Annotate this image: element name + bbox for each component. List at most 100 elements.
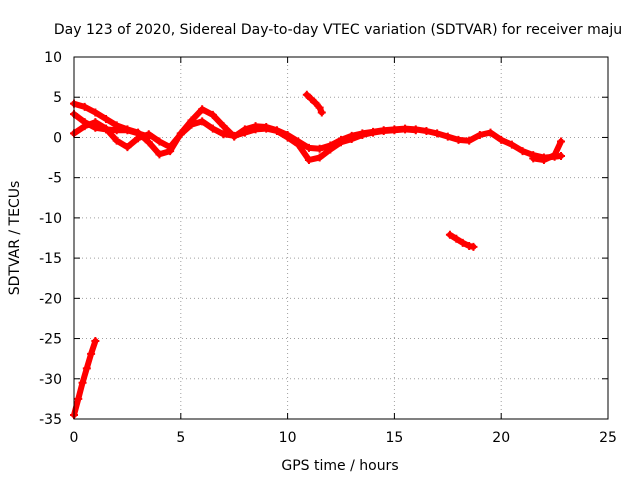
chart-title: Day 123 of 2020, Sidereal Day-to-day VTE… bbox=[54, 22, 622, 38]
data-point bbox=[315, 103, 324, 112]
data-point bbox=[134, 129, 143, 138]
data-point bbox=[390, 126, 399, 135]
data-point bbox=[80, 118, 89, 127]
data-point bbox=[443, 132, 452, 141]
data-point bbox=[283, 133, 292, 142]
axis-ticks: 0 5 10 15 20 25 10 5 0 -5 -10 -15 -20 -25 -30 -35 bbox=[39, 50, 617, 446]
data-point bbox=[465, 136, 474, 145]
y-axis-label: SDTVAR / TECUs bbox=[7, 181, 23, 296]
data-point bbox=[422, 127, 431, 136]
y-tick-label: -35 bbox=[39, 412, 62, 428]
x-tick-label: 5 bbox=[176, 430, 185, 446]
y-tick-label: -10 bbox=[39, 211, 62, 227]
y-tick-label: -25 bbox=[39, 332, 62, 348]
data-point bbox=[379, 127, 388, 136]
x-tick-label: 15 bbox=[385, 430, 403, 446]
data-point bbox=[401, 125, 410, 134]
data-point bbox=[123, 126, 132, 135]
data-point bbox=[78, 378, 87, 387]
data-point bbox=[91, 123, 100, 132]
y-tick-label: 0 bbox=[53, 130, 62, 146]
data-point bbox=[529, 154, 538, 163]
data-point bbox=[469, 242, 478, 251]
data-point bbox=[144, 132, 153, 141]
data-point bbox=[251, 125, 260, 134]
data-point bbox=[155, 150, 164, 159]
data-point bbox=[198, 117, 207, 126]
data-point bbox=[304, 155, 313, 164]
data-point bbox=[507, 140, 516, 149]
data-point bbox=[155, 137, 164, 146]
grid-lines bbox=[74, 57, 608, 419]
data-point bbox=[74, 394, 83, 403]
data-point bbox=[102, 114, 111, 123]
data-point bbox=[452, 234, 461, 243]
data-point bbox=[87, 349, 96, 358]
data-point bbox=[518, 147, 527, 156]
data-point bbox=[358, 131, 367, 140]
data-point bbox=[198, 105, 207, 114]
data-point bbox=[458, 238, 467, 247]
data-point bbox=[91, 336, 100, 345]
data-point bbox=[230, 131, 239, 140]
data-point bbox=[219, 122, 228, 131]
data-point bbox=[302, 90, 311, 99]
data-point bbox=[454, 135, 463, 144]
data-point bbox=[445, 230, 454, 239]
series-late-tail bbox=[529, 137, 566, 164]
series-track-low bbox=[70, 117, 420, 164]
data-point bbox=[123, 143, 132, 152]
x-tick-label: 25 bbox=[599, 430, 617, 446]
x-axis-label: GPS time / hours bbox=[281, 458, 398, 474]
y-tick-label: -15 bbox=[39, 251, 62, 267]
data-point bbox=[347, 135, 356, 144]
data-point bbox=[311, 98, 320, 107]
y-tick-label: -5 bbox=[48, 171, 62, 187]
data-point bbox=[550, 151, 559, 160]
data-point bbox=[317, 108, 326, 117]
data-point bbox=[433, 129, 442, 138]
data-point bbox=[272, 127, 281, 136]
data-point bbox=[369, 128, 378, 137]
data-point bbox=[539, 155, 548, 164]
data-point bbox=[337, 138, 345, 147]
x-tick-label: 0 bbox=[70, 430, 79, 446]
y-tick-label: -30 bbox=[39, 372, 62, 388]
data-point bbox=[486, 128, 495, 137]
y-tick-label: 5 bbox=[53, 90, 62, 106]
data-point bbox=[112, 136, 121, 145]
series-trace bbox=[71, 338, 99, 418]
data-point bbox=[240, 128, 249, 137]
data-point bbox=[82, 364, 91, 373]
data-point bbox=[304, 143, 313, 152]
data-point bbox=[208, 124, 217, 133]
data-point bbox=[187, 120, 196, 129]
data-point bbox=[307, 94, 316, 103]
series-spike-11h bbox=[302, 90, 326, 117]
data-point bbox=[176, 130, 185, 139]
data-point bbox=[315, 153, 324, 162]
data-points bbox=[70, 90, 566, 419]
data-point bbox=[208, 110, 217, 119]
series-track-mid bbox=[70, 110, 153, 141]
x-tick-label: 20 bbox=[492, 430, 510, 446]
plot-frame bbox=[73, 56, 609, 420]
y-tick-label: -20 bbox=[39, 291, 62, 307]
data-point bbox=[326, 145, 335, 154]
data-point bbox=[475, 131, 484, 140]
data-point bbox=[497, 135, 506, 144]
series-drop-18h bbox=[445, 230, 478, 251]
data-point bbox=[112, 126, 121, 135]
data-point bbox=[91, 108, 100, 117]
y-tick-label: 10 bbox=[44, 50, 62, 66]
data-point bbox=[315, 144, 324, 153]
data-point bbox=[219, 130, 228, 139]
data-point bbox=[166, 143, 175, 152]
data-point bbox=[557, 137, 566, 146]
data-point bbox=[262, 124, 271, 133]
series-trace bbox=[530, 138, 564, 163]
data-point bbox=[102, 125, 111, 134]
data-point bbox=[411, 126, 420, 135]
